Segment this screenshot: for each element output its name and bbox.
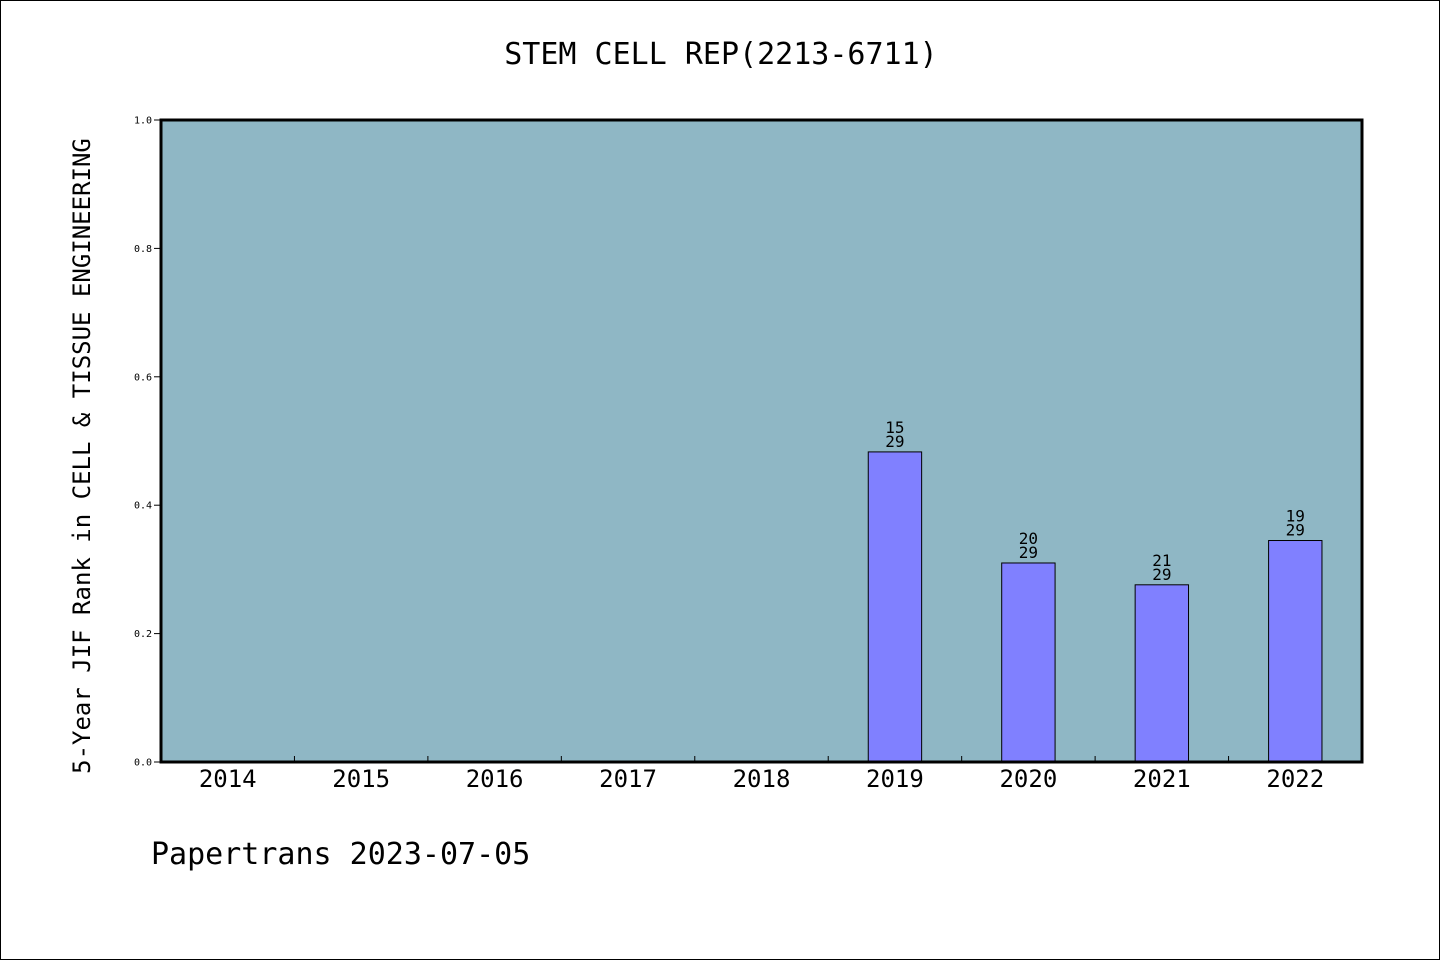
x-tick-label: 2018 xyxy=(733,765,791,793)
bar-2022 xyxy=(1268,540,1323,763)
y-tick-label: 1.0 xyxy=(134,116,152,127)
bar-2020 xyxy=(1001,562,1056,763)
bar-label-rank: 21 xyxy=(1152,551,1171,570)
x-tick-label: 2022 xyxy=(1266,765,1324,793)
x-tick-label: 2019 xyxy=(866,765,924,793)
bar-2021 xyxy=(1134,584,1190,763)
footer-note: Papertrans 2023-07-05 xyxy=(151,837,531,872)
x-tick-label: 2016 xyxy=(466,765,524,793)
y-tick-label: 0.8 xyxy=(134,244,152,255)
chart-title: STEM CELL REP(2213-6711) xyxy=(504,37,938,72)
plot-border xyxy=(159,118,1364,764)
y-tick-label: 0.4 xyxy=(134,501,152,512)
bar-label-rank: 20 xyxy=(1019,529,1038,548)
x-tick-label: 2014 xyxy=(199,765,257,793)
bar-label-total: 29 xyxy=(885,432,904,451)
x-tick-label: 2020 xyxy=(999,765,1057,793)
bar-2019 xyxy=(867,451,923,763)
x-tick-label: 2021 xyxy=(1133,765,1191,793)
bar-label-rank: 19 xyxy=(1286,507,1305,526)
bar-label-rank: 15 xyxy=(885,418,904,437)
y-tick-label: 0.0 xyxy=(134,758,152,769)
bar-label-total: 29 xyxy=(1019,543,1038,562)
x-tick-label: 2015 xyxy=(332,765,390,793)
y-tick-label: 0.2 xyxy=(134,629,152,640)
bar-label-total: 29 xyxy=(1286,521,1305,540)
bar-label-total: 29 xyxy=(1152,565,1171,584)
x-tick-label: 2017 xyxy=(599,765,657,793)
y-tick-label: 0.6 xyxy=(134,372,152,383)
